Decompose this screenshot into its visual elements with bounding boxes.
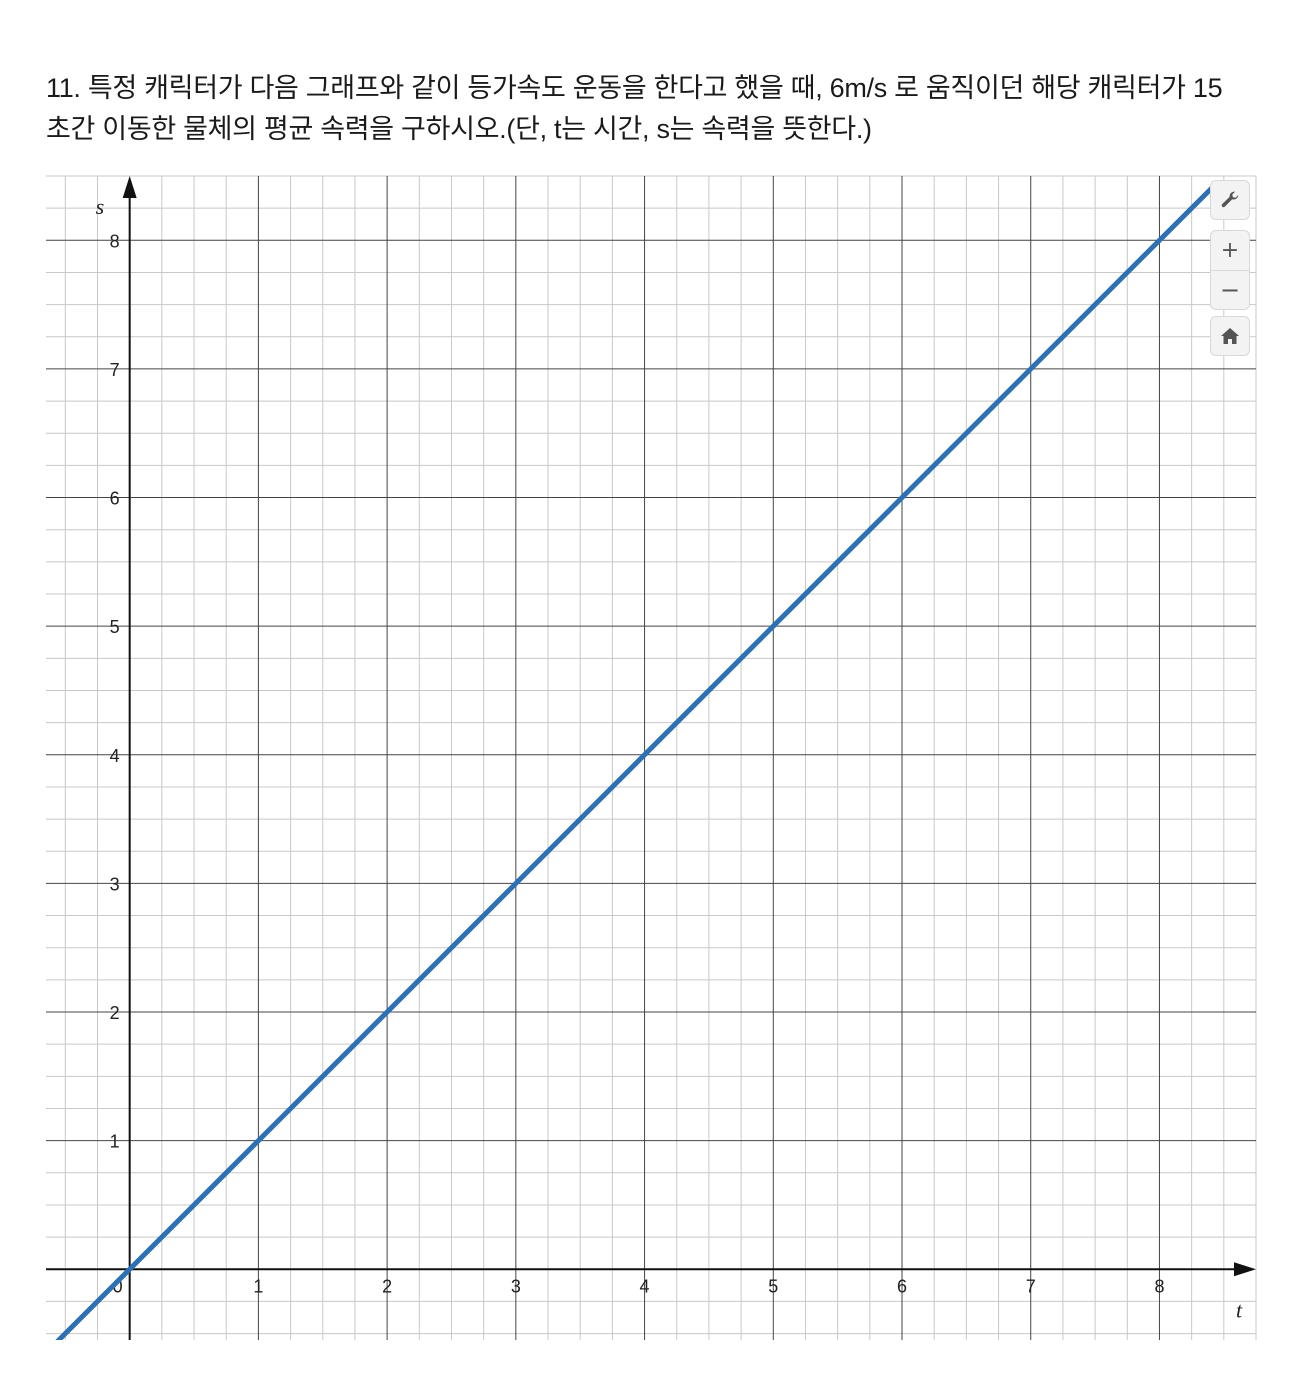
zoom-in-button[interactable]: + — [1210, 230, 1250, 270]
question-text: 11. 특정 캐릭터가 다음 그래프와 같이 등가속도 운동을 한다고 했을 때… — [46, 68, 1266, 150]
y-tick-label: 1 — [110, 1132, 120, 1152]
series-line — [55, 186, 1214, 1340]
x-tick-label: 5 — [768, 1276, 778, 1296]
y-tick-label: 7 — [110, 360, 120, 380]
y-axis-label: s — [96, 194, 105, 219]
x-tick-label: 3 — [511, 1276, 521, 1296]
wrench-icon — [1221, 191, 1239, 208]
y-tick-label: 5 — [110, 617, 120, 637]
x-axis-label: t — [1236, 1297, 1243, 1322]
y-tick-label: 8 — [110, 231, 120, 251]
y-tick-label: 6 — [110, 489, 120, 509]
x-tick-label: 8 — [1154, 1276, 1164, 1296]
series-layer — [55, 186, 1214, 1340]
x-tick-label: 0 — [113, 1276, 123, 1296]
y-tick-label: 3 — [110, 874, 120, 894]
home-icon — [1221, 328, 1239, 344]
y-tick-label: 4 — [110, 746, 120, 766]
minor-grid — [46, 175, 1257, 1340]
x-tick-label: 6 — [897, 1276, 907, 1296]
x-tick-label: 7 — [1026, 1276, 1036, 1296]
major-grid — [46, 176, 1256, 1340]
x-axis-arrow — [1234, 1262, 1256, 1277]
x-tick-label: 2 — [382, 1276, 392, 1296]
question-line-2: 초간 이동한 물체의 평균 속력을 구하시오.(단, t는 시간, s는 속력을… — [46, 114, 872, 144]
question-line-1: 11. 특정 캐릭터가 다음 그래프와 같이 등가속도 운동을 한다고 했을 때… — [46, 73, 1223, 103]
axes — [46, 176, 1256, 1340]
zoom-out-button[interactable]: − — [1210, 270, 1250, 310]
home-button[interactable] — [1210, 316, 1250, 356]
x-tick-label: 1 — [253, 1276, 263, 1296]
settings-button[interactable] — [1210, 180, 1250, 220]
y-tick-label: 2 — [110, 1003, 120, 1023]
x-tick-label: 4 — [640, 1276, 650, 1296]
tick-labels: 0 1 2 3 4 5 6 7 8 1 2 3 4 5 6 7 8 — [110, 231, 1165, 1296]
y-axis-arrow — [122, 176, 137, 198]
